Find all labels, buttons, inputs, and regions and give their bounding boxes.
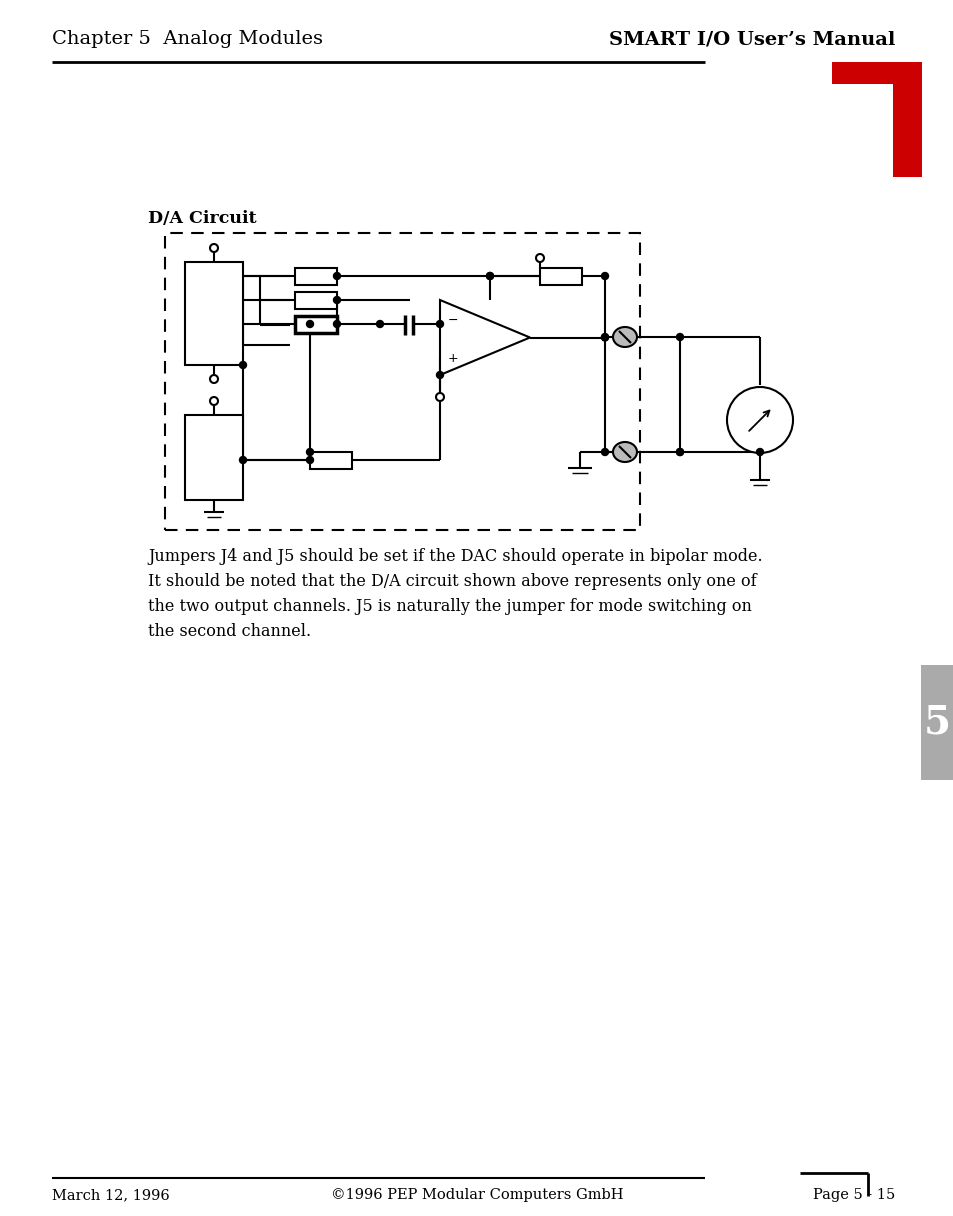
Circle shape — [536, 254, 543, 261]
Bar — [310, 452, 352, 469]
Circle shape — [601, 272, 608, 280]
Circle shape — [436, 372, 443, 378]
Bar — [892, 62, 921, 178]
Circle shape — [376, 321, 383, 327]
Circle shape — [726, 387, 792, 454]
Ellipse shape — [613, 327, 637, 347]
Circle shape — [486, 272, 493, 280]
Bar — [185, 415, 243, 500]
Circle shape — [436, 321, 443, 327]
Circle shape — [306, 456, 314, 463]
Text: ©1996 PEP Modular Computers GmbH: ©1996 PEP Modular Computers GmbH — [331, 1188, 622, 1201]
Bar — [539, 268, 581, 285]
Circle shape — [676, 449, 682, 456]
Circle shape — [334, 321, 340, 327]
Polygon shape — [439, 300, 530, 375]
Circle shape — [239, 456, 246, 463]
Text: the second channel.: the second channel. — [148, 623, 311, 640]
Circle shape — [334, 272, 340, 280]
Bar — [831, 62, 921, 84]
Text: −: − — [448, 314, 458, 327]
Circle shape — [676, 333, 682, 340]
Circle shape — [210, 396, 218, 405]
Bar — [920, 665, 953, 779]
Text: D/A Circuit: D/A Circuit — [148, 210, 256, 227]
Text: Chapter 5  Analog Modules: Chapter 5 Analog Modules — [52, 30, 323, 47]
Text: Page 5 - 15: Page 5 - 15 — [812, 1188, 894, 1201]
Circle shape — [436, 393, 443, 401]
Circle shape — [486, 272, 493, 280]
Text: the two output channels. J5 is naturally the jumper for mode switching on: the two output channels. J5 is naturally… — [148, 598, 751, 615]
Text: +: + — [448, 351, 458, 365]
Text: 5: 5 — [923, 704, 950, 742]
Bar — [165, 233, 639, 530]
Circle shape — [601, 449, 608, 456]
Circle shape — [601, 334, 608, 340]
Bar — [294, 316, 336, 333]
Bar — [294, 268, 336, 285]
Circle shape — [334, 297, 340, 304]
Bar — [185, 261, 243, 365]
Ellipse shape — [613, 441, 637, 462]
Circle shape — [306, 321, 314, 327]
Text: Jumpers J4 and J5 should be set if the DAC should operate in bipolar mode.: Jumpers J4 and J5 should be set if the D… — [148, 548, 761, 565]
Circle shape — [676, 449, 682, 456]
Text: SMART I/O User’s Manual: SMART I/O User’s Manual — [608, 30, 894, 47]
Circle shape — [210, 375, 218, 383]
Text: It should be noted that the D/A circuit shown above represents only one of: It should be noted that the D/A circuit … — [148, 573, 756, 590]
Circle shape — [756, 449, 762, 456]
Circle shape — [601, 333, 608, 340]
Circle shape — [210, 244, 218, 252]
Text: March 12, 1996: March 12, 1996 — [52, 1188, 170, 1201]
Bar — [294, 292, 336, 309]
Circle shape — [239, 361, 246, 368]
Circle shape — [306, 449, 314, 456]
